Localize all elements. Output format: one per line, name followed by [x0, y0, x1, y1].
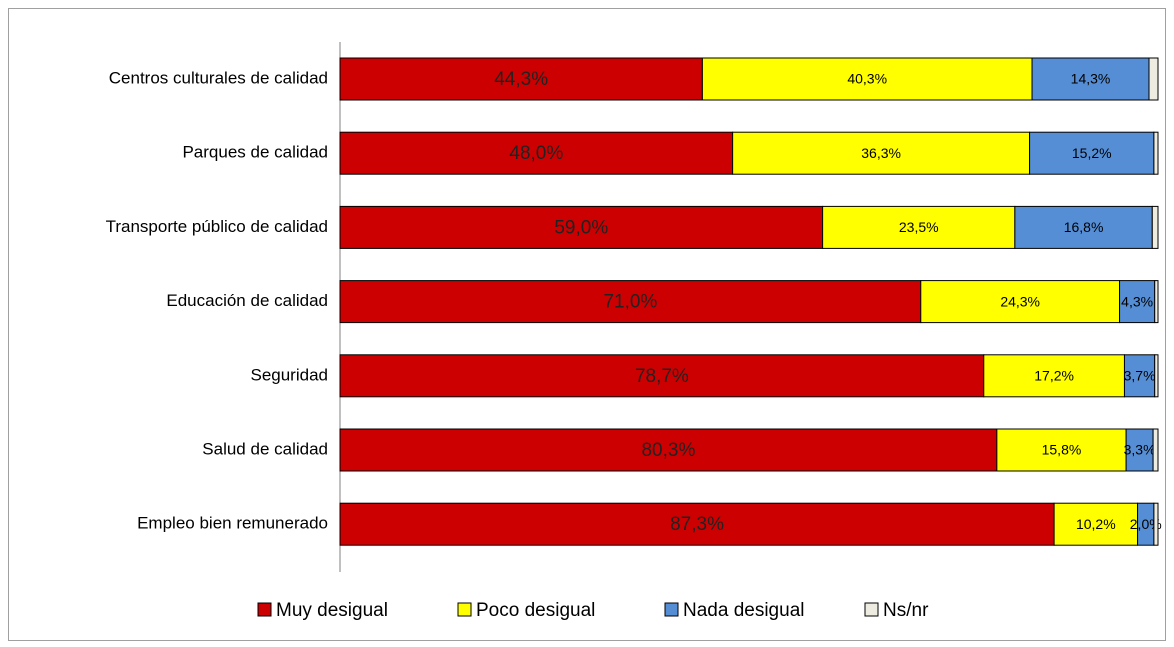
- bar-segment: [1152, 428, 1159, 472]
- data-label: 78,7%: [635, 366, 689, 387]
- data-label: 48,0%: [509, 143, 563, 164]
- data-label: 3,3%: [1124, 442, 1156, 458]
- legend-label: Muy desigual: [276, 600, 388, 621]
- legend-label: Nada desigual: [683, 600, 804, 621]
- data-label: 71,0%: [603, 292, 657, 313]
- bar-segment: [339, 205, 824, 249]
- data-label: 23,5%: [899, 219, 939, 235]
- legend-swatch: [457, 602, 472, 617]
- bar-segment: [1123, 354, 1156, 398]
- data-label: 59,0%: [554, 217, 608, 238]
- data-label: 17,2%: [1034, 368, 1074, 384]
- bar-segment: [1154, 354, 1159, 398]
- legend-label: Poco desigual: [476, 600, 595, 621]
- category-label: Salud de calidad: [202, 439, 328, 458]
- legend-swatch: [257, 602, 272, 617]
- data-label: 80,3%: [641, 440, 695, 461]
- data-label: 40,3%: [847, 71, 887, 87]
- bar-segment: [822, 205, 1016, 249]
- bar-segment: [339, 354, 985, 398]
- data-label: 10,2%: [1076, 516, 1116, 532]
- bar-segment: [339, 280, 922, 324]
- category-label: Empleo bien remunerado: [137, 514, 328, 533]
- legend-swatch: [864, 602, 879, 617]
- bar-segment: [339, 502, 1055, 546]
- bar-segment: [1125, 428, 1154, 472]
- data-label: 4,3%: [1121, 293, 1153, 309]
- legend-swatch: [664, 602, 679, 617]
- data-label: 36,3%: [861, 145, 901, 161]
- data-label: 3,7%: [1124, 368, 1156, 384]
- bar-segment: [1151, 205, 1159, 249]
- bar-segment: [1014, 205, 1153, 249]
- data-label: 16,8%: [1064, 219, 1104, 235]
- bar-segment: [983, 354, 1125, 398]
- legend-label: Ns/nr: [883, 600, 929, 621]
- category-label: Parques de calidad: [182, 143, 328, 162]
- bar-segment: [701, 57, 1033, 101]
- bar-segment: [920, 280, 1121, 324]
- bar-segment: [1154, 280, 1159, 324]
- bar-segment: [1148, 57, 1159, 101]
- data-label: 44,3%: [494, 69, 548, 90]
- data-label: 15,8%: [1042, 442, 1082, 458]
- category-label: Seguridad: [250, 365, 328, 384]
- data-label: 14,3%: [1071, 71, 1111, 87]
- bar-segment: [996, 428, 1127, 472]
- bar-segment: [1153, 131, 1159, 175]
- bar-segment: [1119, 280, 1156, 324]
- bar-segment: [732, 131, 1031, 175]
- data-label: 15,2%: [1072, 145, 1112, 161]
- bar-segment: [339, 57, 703, 101]
- category-label: Centros culturales de calidad: [109, 68, 328, 87]
- data-label: 24,3%: [1000, 293, 1040, 309]
- bar-segment: [1153, 502, 1159, 546]
- bar-segment: [1053, 502, 1139, 546]
- category-label: Educación de calidad: [166, 291, 328, 310]
- bar-segment: [339, 428, 998, 472]
- data-label: 87,3%: [670, 514, 724, 535]
- category-label: Transporte público de calidad: [106, 217, 328, 236]
